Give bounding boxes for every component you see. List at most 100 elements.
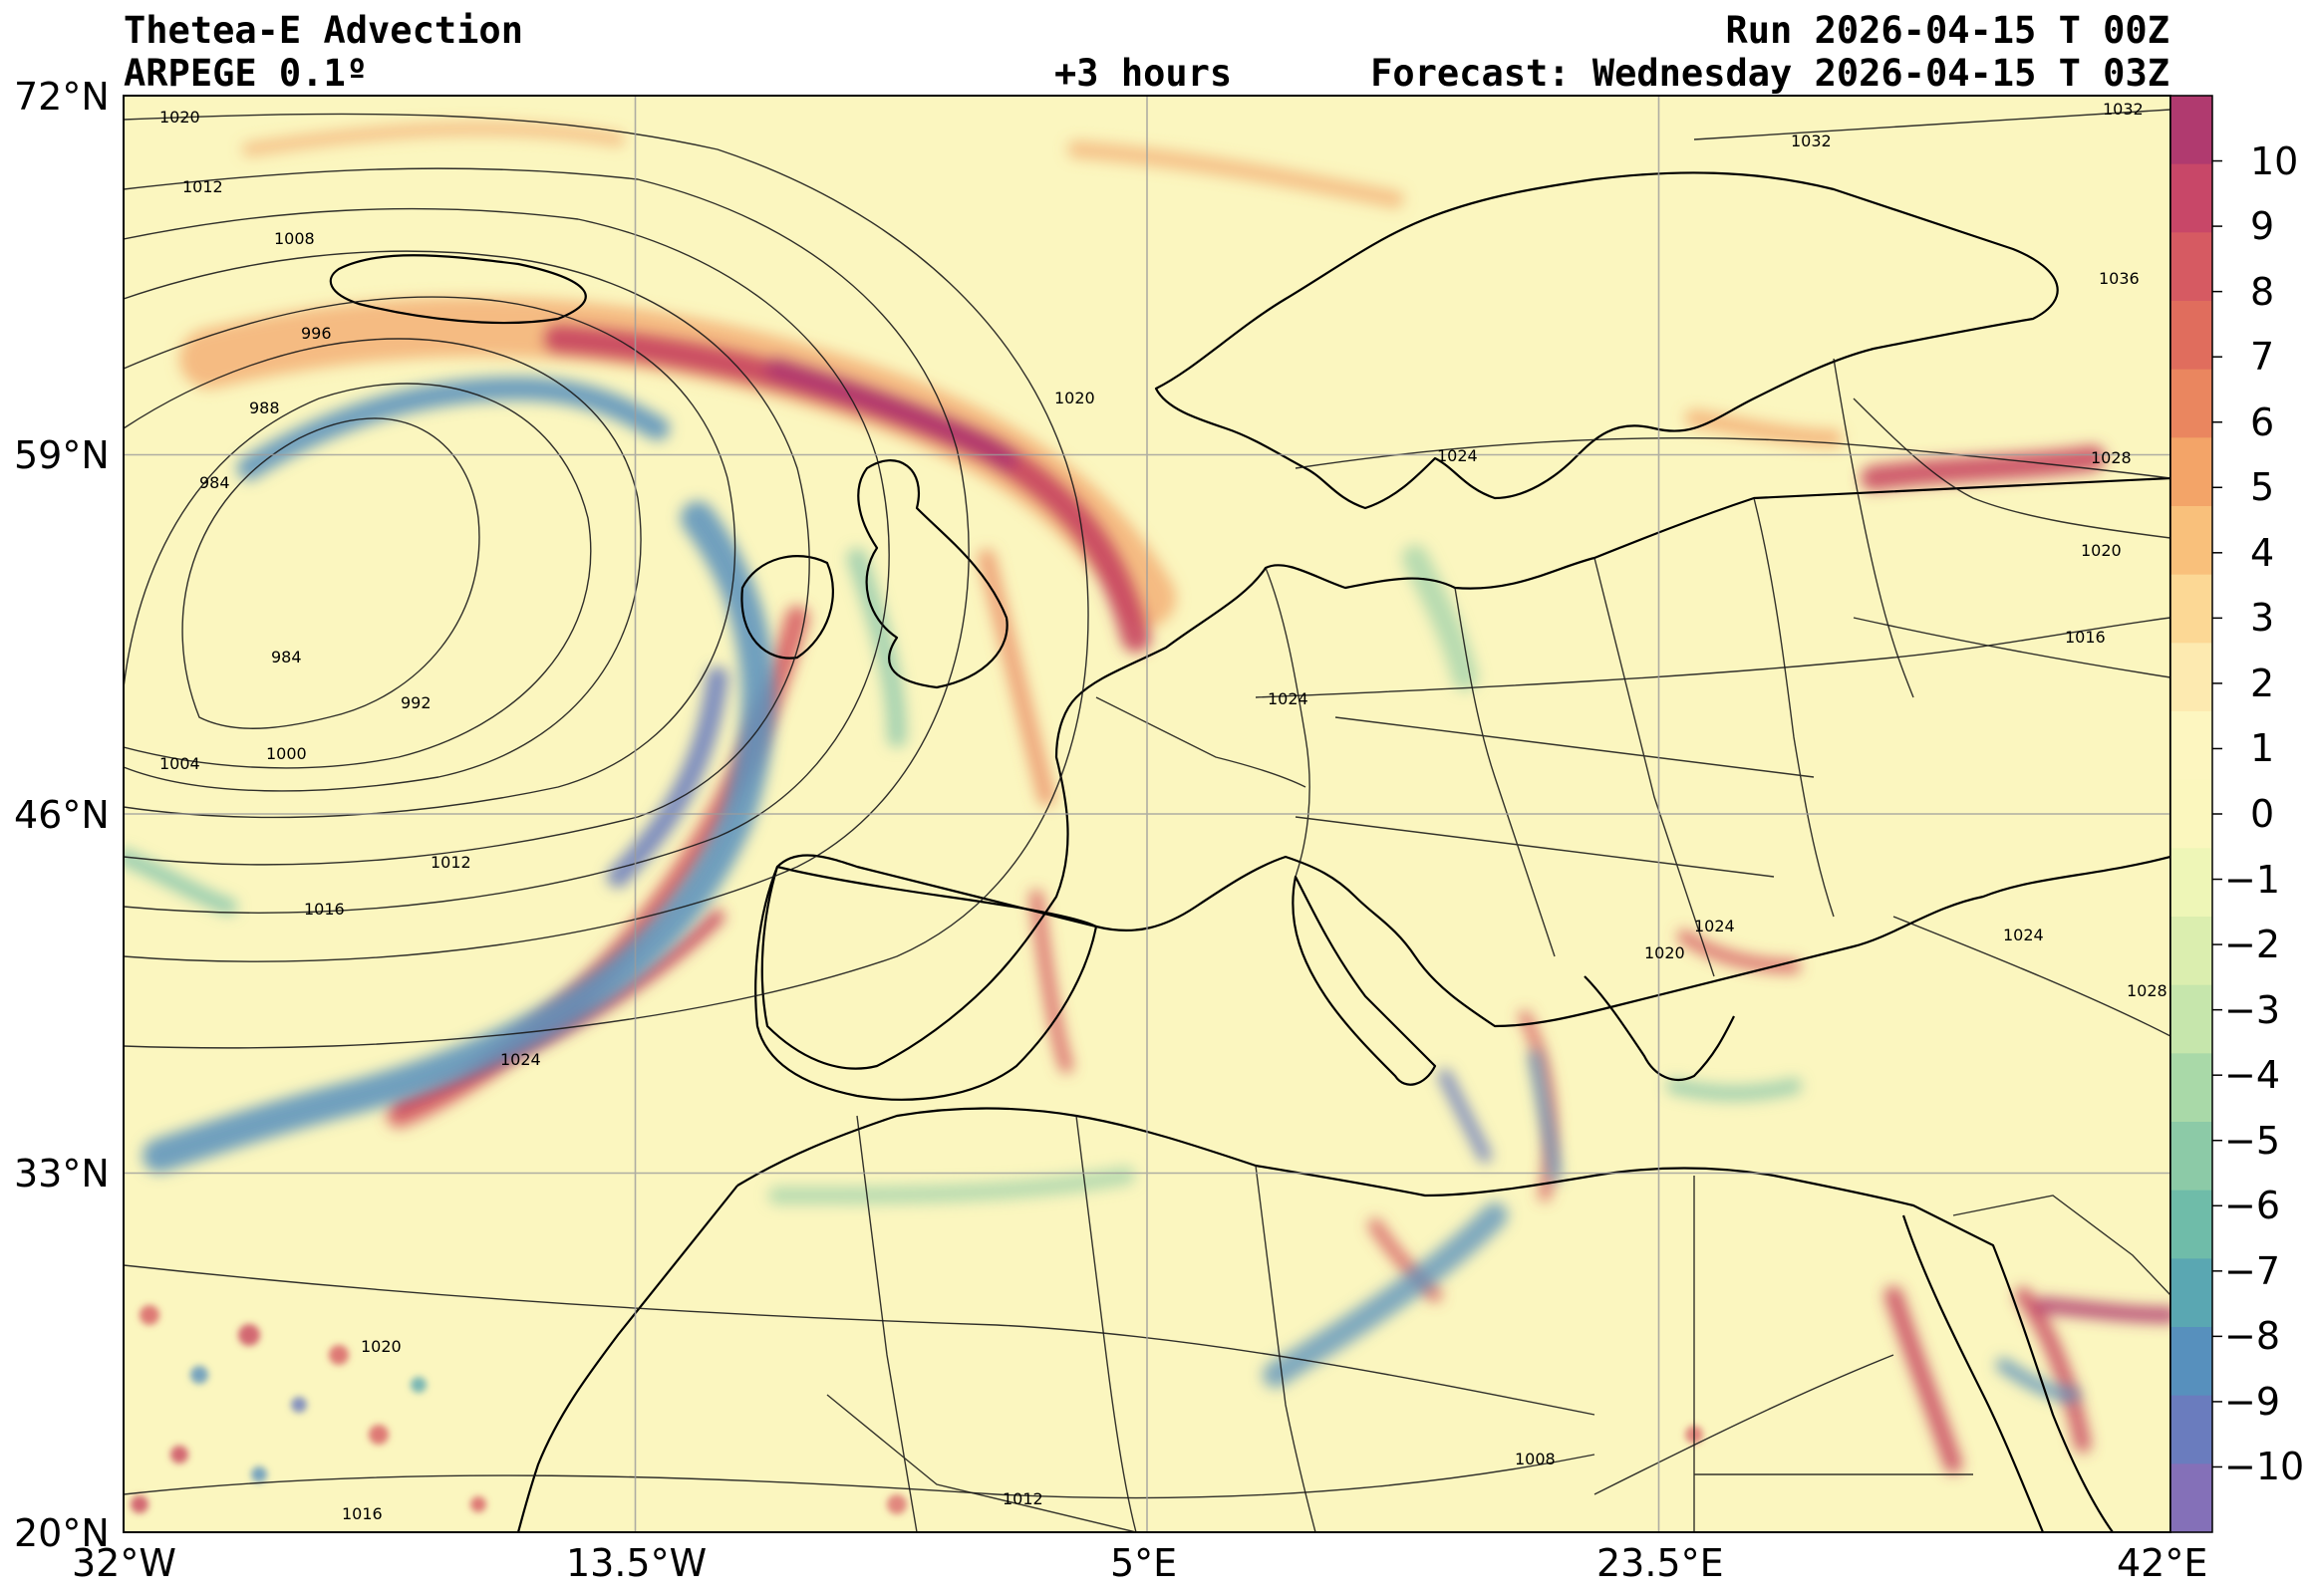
isobar-label: 1024	[2003, 926, 2044, 944]
north-africa-coast	[736, 1107, 2114, 1532]
colorbar-segment	[2170, 232, 2212, 302]
colorbar-tick-label: 0	[2250, 792, 2275, 836]
colorbar-tick-label: −2	[2224, 923, 2281, 967]
colorbar-tick-label: 3	[2250, 596, 2275, 641]
isobar-label: 1012	[431, 853, 471, 872]
isobar-label: 1028	[2127, 981, 2168, 1000]
lat-label-59n: 59°N	[14, 433, 110, 477]
colorbar-tick-label: −4	[2224, 1053, 2281, 1098]
colorbar-segment	[2170, 574, 2212, 644]
isobar-label: 1004	[159, 754, 200, 773]
colorbar-segment	[2170, 1463, 2212, 1533]
colorbar-segment	[2170, 711, 2212, 781]
colorbar-tick-label: −6	[2224, 1184, 2281, 1228]
isobar-label: 1008	[1515, 1450, 1556, 1468]
greece-outline	[1584, 975, 1735, 1081]
map-area: 1020 1012 1008 996 988 984 984 992 1000 …	[124, 96, 2170, 1532]
europe-mainland-outline	[760, 476, 2170, 1070]
colorbar-segment	[2170, 437, 2212, 507]
lon-label-23-5e: 23.5°E	[1596, 1541, 1724, 1585]
isobar-label: 1016	[304, 900, 345, 919]
colorbar-tick-label: −5	[2224, 1118, 2281, 1163]
lon-label-42e: 42°E	[2117, 1541, 2208, 1585]
colorbar-segment	[2170, 1053, 2212, 1123]
great-britain-outline	[857, 459, 1009, 689]
isobar-label: 996	[301, 324, 332, 343]
model-label: ARPEGE 0.1º	[124, 52, 369, 95]
isobar-label: 1024	[1694, 917, 1735, 935]
map-title: Thetea-E Advection	[124, 9, 523, 52]
isobar-label: 1012	[182, 177, 223, 196]
colorbar-segment	[2170, 917, 2212, 986]
atlantic-africa-coast	[516, 1185, 738, 1532]
isobar-label: 1024	[1268, 689, 1308, 708]
isobar-label: 1020	[1054, 389, 1095, 407]
lat-label-72n: 72°N	[14, 75, 110, 119]
colorbar-tick-label: −1	[2224, 857, 2281, 902]
colorbar-segment	[2170, 1190, 2212, 1259]
colorbar-tick-label: 5	[2250, 465, 2275, 510]
lat-label-46n: 46°N	[14, 793, 110, 837]
colorbar-tick-label: −7	[2224, 1248, 2281, 1293]
colorbar-tick-label: 1	[2250, 726, 2275, 771]
lon-label-32w: 32°W	[72, 1541, 176, 1585]
cold-advection-bands	[124, 376, 2080, 1402]
coastlines	[329, 171, 2170, 1532]
isobar-label: 1008	[274, 229, 315, 248]
colorbar-tick-label: 2	[2250, 661, 2275, 705]
colorbar-segment	[2170, 1327, 2212, 1397]
colorbar-tick-label: 4	[2250, 530, 2275, 575]
colorbar-segment	[2170, 369, 2212, 438]
isobar-label: 1020	[2081, 541, 2122, 560]
graticule	[124, 96, 2170, 1532]
isobar-label: 1032	[1791, 132, 1832, 150]
iceland-outline	[329, 254, 587, 325]
isobar-label: 1024	[500, 1050, 541, 1069]
isobar-label: 1016	[2065, 628, 2106, 647]
country-borders	[826, 358, 2170, 1532]
lon-label-13-5w: 13.5°W	[566, 1541, 708, 1585]
isobar-label: 984	[271, 648, 302, 666]
colorbar-segment	[2170, 96, 2212, 165]
isobar-label: 1012	[1003, 1489, 1043, 1508]
scandinavia-outline	[1154, 171, 2059, 510]
run-label: Run 2026-04-15 T 00Z	[1725, 9, 2169, 52]
colorbar-segment	[2170, 779, 2212, 849]
isobar-label: 988	[249, 399, 280, 417]
lead-time-label: +3 hours	[1054, 52, 1233, 95]
isobar-label: 1016	[342, 1504, 383, 1523]
ireland-outline	[740, 555, 834, 660]
isobar-labels: 1020 1012 1008 996 988 984 984 992 1000 …	[159, 100, 2168, 1523]
red-sea-coast	[1901, 1214, 2045, 1532]
isobar-label: 984	[199, 473, 230, 492]
iberia-outline	[754, 865, 1098, 1101]
colorbar-tick-label: −9	[2224, 1379, 2281, 1424]
isobar-label: 992	[401, 693, 432, 712]
colorbar-segment	[2170, 1395, 2212, 1464]
isobar-label: 1036	[2099, 269, 2140, 288]
colorbar-segment	[2170, 301, 2212, 371]
colorbar-segment	[2170, 163, 2212, 233]
lat-label-33n: 33°N	[14, 1152, 110, 1196]
colorbar-tick-label: −10	[2224, 1445, 2305, 1489]
colorbar-segment	[2170, 1258, 2212, 1328]
colorbar-segment	[2170, 848, 2212, 918]
isobar-contours	[124, 109, 2170, 1499]
colorbar-segment	[2170, 643, 2212, 712]
isobar-label: 1020	[361, 1337, 402, 1356]
isobar-label: 1024	[1437, 446, 1478, 465]
isobar-label: 1020	[159, 108, 200, 127]
isobar-label: 1032	[2103, 100, 2144, 119]
colorbar-tick-label: 9	[2250, 204, 2275, 249]
colorbar-segment	[2170, 506, 2212, 576]
colorbar-segment	[2170, 1122, 2212, 1192]
colorbar-tick-label: −8	[2224, 1314, 2281, 1359]
colorbar-segment	[2170, 984, 2212, 1054]
lat-label-20n: 20°N	[14, 1511, 110, 1555]
colorbar-tick-label: 10	[2250, 138, 2299, 183]
lon-label-5e: 5°E	[1110, 1541, 1178, 1585]
italy-outline	[1292, 875, 1437, 1086]
isobar-label: 1000	[266, 744, 307, 763]
forecast-label: Forecast: Wednesday 2026-04-15 T 03Z	[1370, 52, 2169, 95]
